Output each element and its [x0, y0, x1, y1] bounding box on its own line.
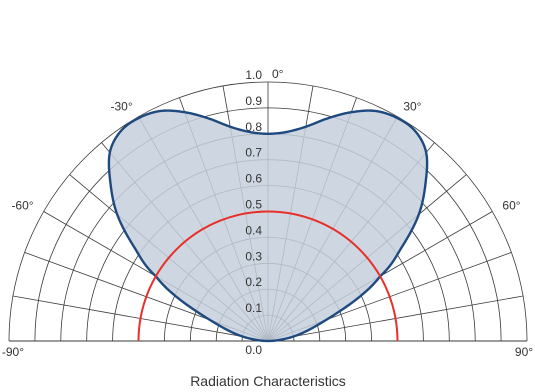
radial-tick-label: 0.5: [245, 198, 262, 212]
radial-tick-labels: 0.0 0.1 0.2 0.3 0.4 0.5 0.6 0.7 0.8 0.9 1.0: [245, 68, 262, 357]
radial-tick-label: 1.0: [245, 68, 262, 82]
chart-title: Radiation Characteristics: [190, 373, 346, 389]
radial-tick-label: 0.9: [245, 94, 262, 108]
angle-tick-labels: -90° -60° -30° 0° 30° 60° 90°: [2, 67, 533, 359]
angle-tick-label: -60°: [11, 199, 33, 213]
angle-tick-label: 60°: [502, 199, 520, 213]
radial-tick-label: 0.7: [245, 146, 262, 160]
radial-tick-label: 0.8: [245, 120, 262, 134]
series-arc: [137, 210, 399, 342]
radial-tick-label: 0.6: [245, 172, 262, 186]
radial-tick-label: 0.4: [245, 223, 262, 237]
angle-tick-label: 30°: [403, 100, 421, 114]
radial-tick-label: 0.3: [245, 249, 262, 263]
angle-tick-label: -90°: [2, 345, 24, 359]
radial-tick-label: 0.1: [245, 301, 262, 315]
series-pattern-curve: [107, 109, 429, 343]
series-layer: [107, 109, 429, 343]
angle-tick-label: 0°: [272, 67, 284, 81]
radial-tick-label: 0.2: [245, 275, 262, 289]
angle-tick-label: -30°: [111, 100, 133, 114]
radial-tick-label: 0.0: [245, 343, 262, 357]
angle-tick-label: 90°: [515, 345, 533, 359]
